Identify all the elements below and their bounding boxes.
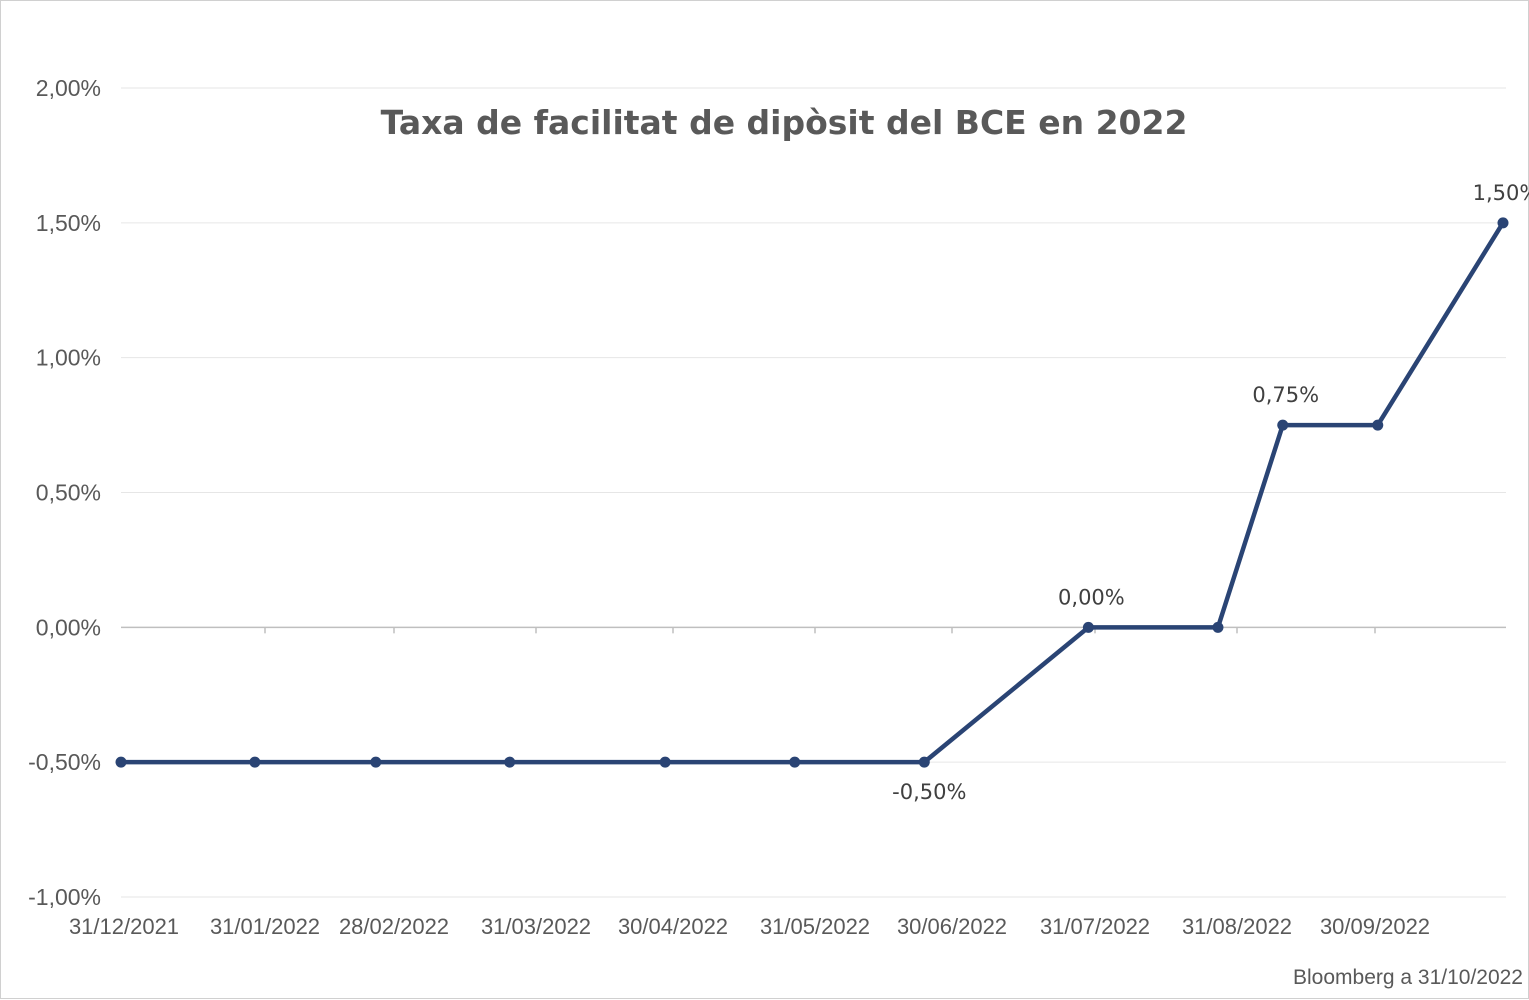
y-tick-label: -0,50%: [28, 749, 101, 775]
data-point: [1082, 621, 1094, 633]
y-tick-label: 1,50%: [36, 210, 101, 236]
chart-title: Taxa de facilitat de dipòsit del BCE en …: [381, 103, 1188, 142]
y-tick-label: 1,00%: [36, 345, 101, 371]
x-tick-label: 31/07/2022: [1040, 914, 1150, 939]
x-tick-label: 31/05/2022: [760, 914, 870, 939]
data-label: -0,50%: [892, 780, 966, 804]
x-tick-label: 31/01/2022: [210, 914, 320, 939]
x-axis-tick-labels: 31/12/2021 31/01/2022 28/02/2022 31/03/2022…: [69, 914, 1430, 939]
data-point: [1212, 621, 1224, 633]
gridlines: [121, 87, 1506, 898]
y-tick-label: 0,00%: [36, 614, 101, 640]
data-point: [918, 756, 930, 768]
x-tick-label: 28/02/2022: [339, 914, 449, 939]
data-point: [1372, 419, 1384, 431]
data-point: [504, 756, 516, 768]
data-label: 1,50%: [1473, 181, 1529, 205]
data-label: 0,00%: [1058, 585, 1125, 609]
y-tick-label: 2,00%: [36, 75, 101, 101]
x-tick-label: 30/06/2022: [897, 914, 1007, 939]
x-tick-label: 31/03/2022: [481, 914, 591, 939]
series-line-group: [121, 221, 1505, 765]
data-point: [249, 756, 261, 768]
data-point: [115, 756, 127, 768]
data-label: 0,75%: [1252, 383, 1319, 407]
y-tick-label: -1,00%: [28, 884, 101, 910]
data-labels: -0,50% 0,00% 0,75% 1,50%: [892, 181, 1529, 804]
data-points: [115, 217, 1509, 768]
y-axis-tick-labels: 2,00% 1,50% 1,00% 0,50% 0,00% -0,50% -1,00%: [28, 75, 101, 910]
x-tick-label: 30/04/2022: [618, 914, 728, 939]
data-point: [370, 756, 382, 768]
x-tick-label: 30/09/2022: [1320, 914, 1430, 939]
series-line: [121, 221, 1505, 765]
data-point: [789, 756, 801, 768]
data-point: [659, 756, 671, 768]
data-point: [1277, 419, 1289, 431]
x-tick-label: 31/12/2021: [69, 914, 179, 939]
x-tick-label: 31/08/2022: [1182, 914, 1292, 939]
y-tick-label: 0,50%: [36, 480, 101, 506]
data-point: [1497, 217, 1509, 229]
source-note: Bloomberg a 31/10/2022: [1293, 966, 1523, 989]
